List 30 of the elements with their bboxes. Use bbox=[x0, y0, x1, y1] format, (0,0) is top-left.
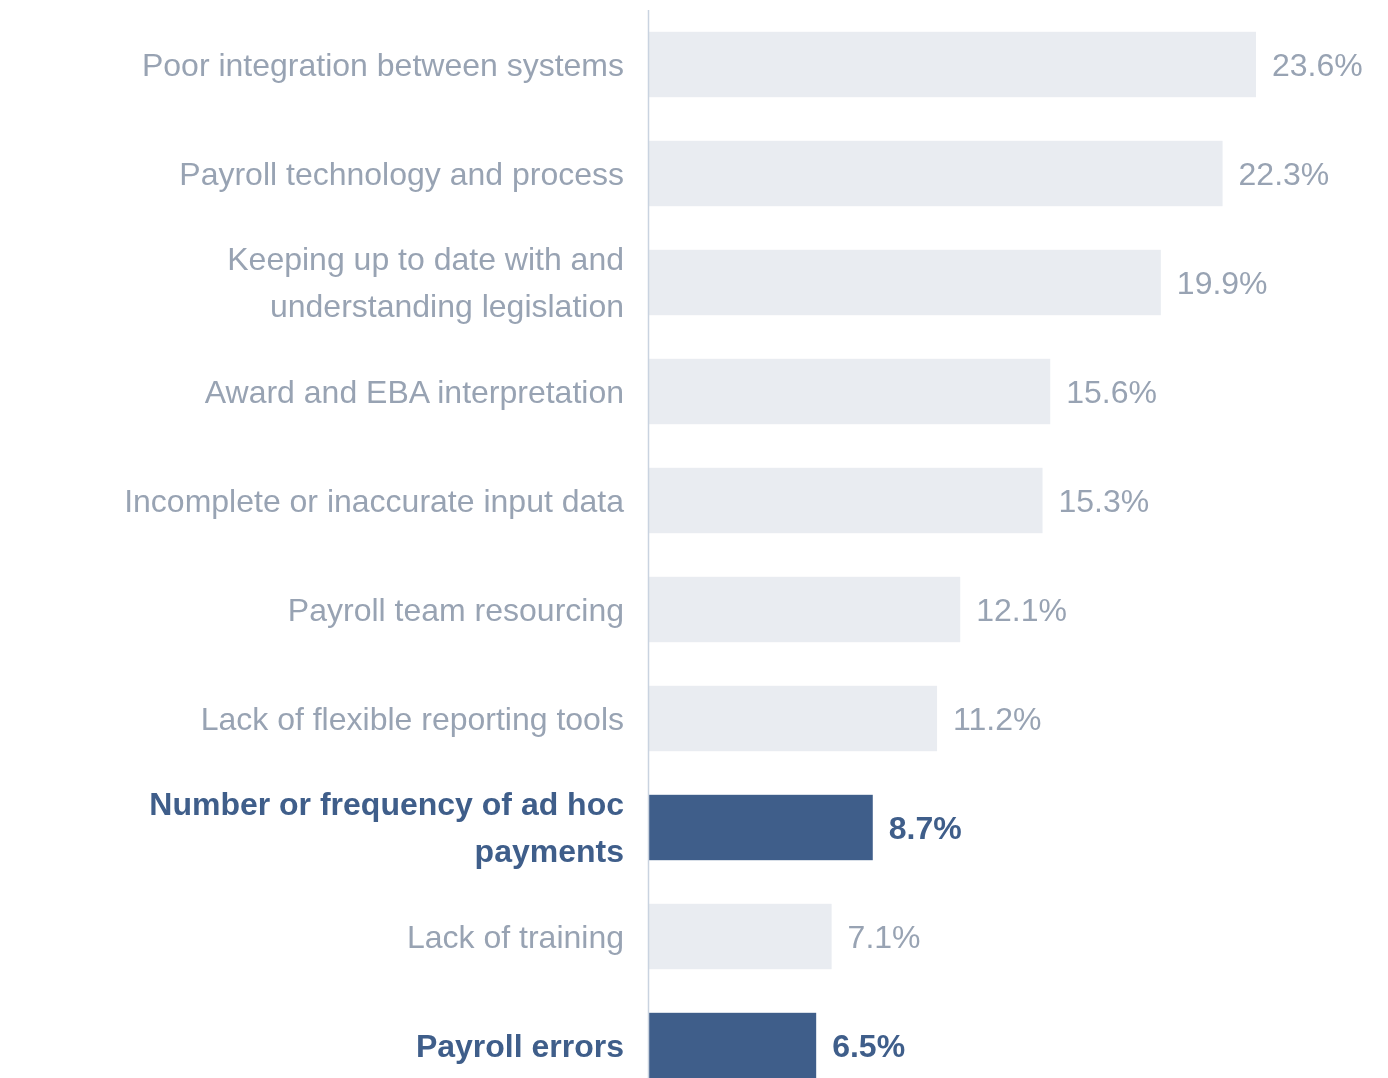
bar bbox=[649, 140, 1223, 207]
data-label: 7.1% bbox=[847, 918, 921, 955]
bar bbox=[649, 685, 938, 752]
y-tick-label: Award and EBA interpretation bbox=[204, 373, 624, 410]
bar bbox=[649, 467, 1043, 534]
y-tick-label: Incomplete or inaccurate input data bbox=[124, 482, 625, 519]
data-label: 15.3% bbox=[1058, 482, 1150, 519]
bar bbox=[649, 903, 832, 970]
y-tick-label: Lack of training bbox=[406, 918, 624, 955]
bar bbox=[649, 794, 873, 861]
bar bbox=[649, 576, 961, 643]
data-label: 22.3% bbox=[1238, 155, 1330, 192]
bar bbox=[649, 1012, 817, 1078]
data-label: 15.6% bbox=[1066, 373, 1157, 410]
bar bbox=[649, 249, 1161, 316]
data-label: 11.2% bbox=[953, 700, 1042, 737]
data-label: 23.6% bbox=[1272, 46, 1363, 83]
y-tick-label: Keeping up to date with and understanding legislation bbox=[227, 241, 624, 324]
data-label: 12.1% bbox=[976, 591, 1067, 628]
y-tick-label: Payroll technology and process bbox=[179, 155, 624, 192]
y-tick-label: Number or frequency of ad hoc payments bbox=[149, 786, 624, 869]
y-tick-label: Payroll errors bbox=[415, 1027, 624, 1064]
bar bbox=[649, 31, 1256, 98]
data-label: 8.7% bbox=[888, 809, 962, 846]
y-tick-label: Payroll team resourcing bbox=[287, 591, 624, 628]
data-label: 6.5% bbox=[832, 1027, 906, 1064]
data-label: 19.9% bbox=[1176, 264, 1268, 301]
bar bbox=[649, 358, 1051, 425]
y-tick-label: Lack of flexible reporting tools bbox=[200, 700, 624, 737]
y-tick-label: Poor integration between systems bbox=[141, 46, 624, 83]
